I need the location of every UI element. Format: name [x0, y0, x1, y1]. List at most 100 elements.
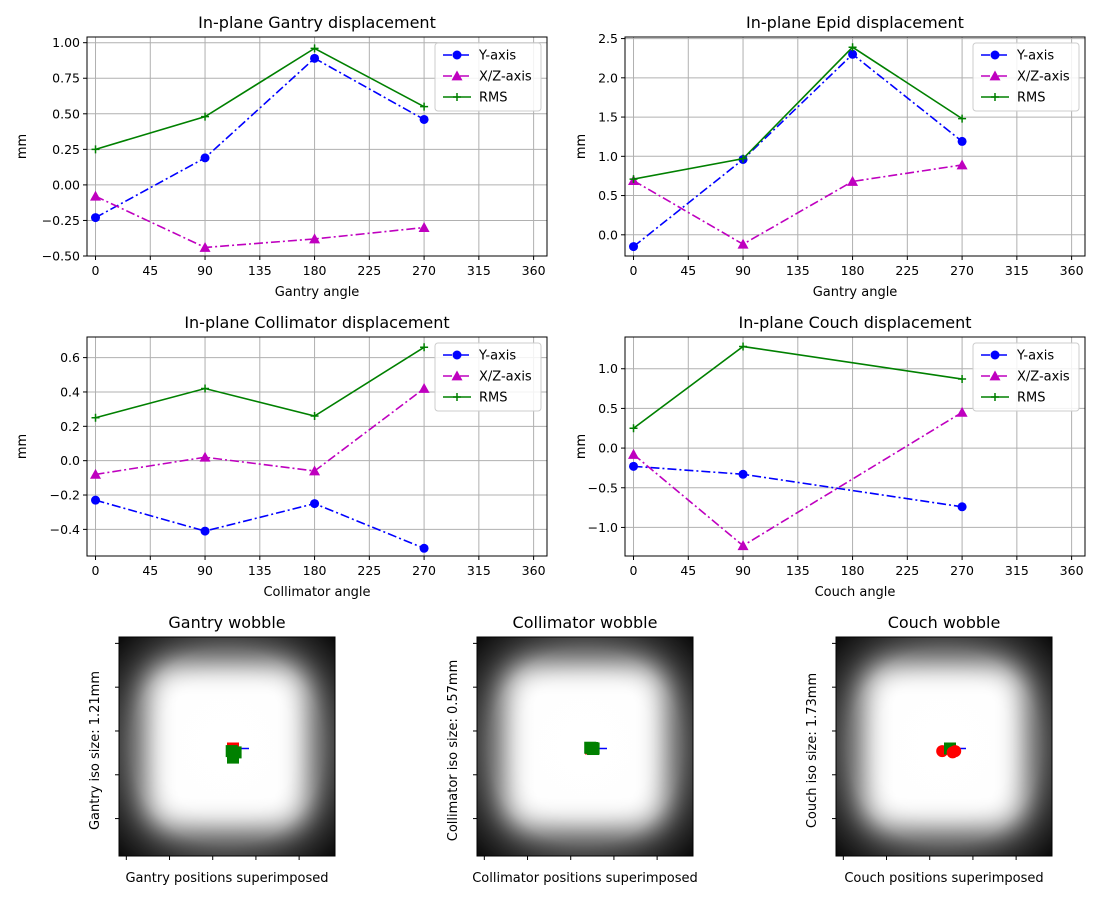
y-tick-label: −1.0 [588, 520, 618, 535]
x-tick-label: 0 [630, 563, 638, 578]
legend: Y-axis X/Z-axis RMS [434, 342, 542, 412]
data-point [848, 43, 857, 52]
data-point [848, 49, 858, 59]
series-line-xzaxis [633, 164, 963, 246]
x-tick-label: 135 [786, 563, 810, 578]
y-axis-label: mm [574, 434, 589, 459]
y-tick-label: 0.0 [60, 453, 80, 468]
legend-marker [991, 393, 999, 401]
data-point [310, 499, 320, 509]
chart-panel-2: 0 45 90 135 180 225 270 315 360 0.0 0.5 1.0 1.5 2.0 2.… [574, 13, 1086, 300]
x-tick-label: 0 [92, 263, 100, 278]
legend-label: X/Z-axis [1017, 370, 1070, 385]
wobble-y-label: Gantry iso size: 1.21mm [88, 671, 103, 830]
series-line-rms [95, 346, 425, 419]
data-point [739, 154, 748, 163]
wobble-title: Gantry wobble [168, 613, 285, 632]
data-point [310, 44, 319, 53]
data-point [91, 145, 100, 154]
x-tick-label: 315 [467, 563, 491, 578]
data-point [91, 413, 100, 422]
x-tick-label: 180 [303, 563, 327, 578]
y-tick-label: 1.0 [598, 361, 618, 376]
chart-panel-4: 0 45 90 135 180 225 270 315 360 −1.0 −0.5 0.0 0.5 1.0… [574, 313, 1086, 600]
data-point [629, 242, 639, 252]
x-tick-label: 45 [142, 563, 158, 578]
legend-marker [451, 70, 463, 81]
axes-frame [624, 36, 1086, 257]
data-point [847, 175, 859, 186]
axes-frame [624, 336, 1086, 557]
x-tick-label: 270 [950, 563, 974, 578]
legend-box [434, 342, 542, 412]
data-point [419, 543, 429, 553]
y-tick-label: −0.25 [42, 213, 80, 228]
legend-marker [990, 50, 1000, 60]
wobble-x-label: Collimator positions superimposed [472, 871, 698, 886]
data-point [629, 461, 639, 471]
legend-label: RMS [479, 391, 508, 406]
x-tick-label: 135 [248, 563, 272, 578]
legend-box [972, 342, 1080, 412]
data-point [957, 136, 967, 146]
axes-frame [86, 336, 548, 557]
y-tick-label: 0.5 [598, 401, 618, 416]
x-tick-label: 225 [895, 263, 919, 278]
data-point [737, 540, 749, 551]
x-tick-label: 225 [895, 563, 919, 578]
legend-label: RMS [479, 91, 508, 106]
x-tick-label: 90 [197, 263, 213, 278]
y-tick-label: 0.5 [598, 188, 618, 203]
legend-box [972, 42, 1080, 112]
x-tick-label: 315 [1005, 263, 1029, 278]
legend-label: Y-axis [1016, 349, 1054, 364]
data-point [737, 238, 749, 249]
legend-marker [989, 70, 1001, 81]
legend-label: RMS [1017, 391, 1046, 406]
wobble-title: Collimator wobble [513, 613, 658, 632]
x-axis-label: Collimator angle [263, 585, 370, 600]
legend: Y-axis X/Z-axis RMS [972, 342, 1080, 412]
y-tick-label: 1.0 [598, 149, 618, 164]
data-point [958, 375, 967, 384]
y-tick-label: 0.25 [52, 142, 80, 157]
wobble-frame [476, 636, 694, 857]
data-point [958, 114, 967, 123]
x-tick-label: 0 [630, 263, 638, 278]
y-tick-label: 0.00 [52, 177, 80, 192]
y-tick-label: 0.0 [598, 441, 618, 456]
data-point [418, 383, 430, 393]
data-point [91, 213, 101, 223]
wobble-y-label: Collimator iso size: 0.57mm [446, 660, 461, 842]
y-axis-label: mm [574, 134, 589, 159]
data-point [956, 406, 968, 417]
x-tick-label: 45 [680, 263, 696, 278]
series-line-xzaxis [95, 195, 425, 249]
series-line-yaxis [95, 499, 425, 550]
x-tick-label: 270 [412, 263, 436, 278]
y-tick-label: 2.5 [598, 31, 618, 46]
legend-marker [452, 50, 462, 60]
data-point [201, 384, 210, 393]
legend-label: X/Z-axis [479, 70, 532, 85]
x-tick-label: 180 [841, 263, 865, 278]
y-tick-label: 0.0 [598, 227, 618, 242]
x-tick-label: 360 [522, 263, 546, 278]
legend-label: Y-axis [478, 349, 516, 364]
chart-title: In-plane Collimator displacement [184, 313, 449, 332]
data-point [420, 343, 429, 352]
y-tick-label: 2.0 [598, 70, 618, 85]
data-point [90, 468, 102, 479]
x-tick-label: 135 [248, 263, 272, 278]
legend: Y-axis X/Z-axis RMS [434, 42, 542, 112]
data-point [629, 424, 638, 433]
wobble-marker [587, 743, 600, 756]
x-tick-label: 45 [680, 563, 696, 578]
legend-marker [989, 370, 1001, 381]
wobble-title: Couch wobble [888, 613, 1001, 632]
series-line-xzaxis [95, 387, 425, 476]
x-tick-label: 180 [303, 263, 327, 278]
data-point [739, 342, 748, 351]
y-axis-label: mm [15, 434, 30, 459]
